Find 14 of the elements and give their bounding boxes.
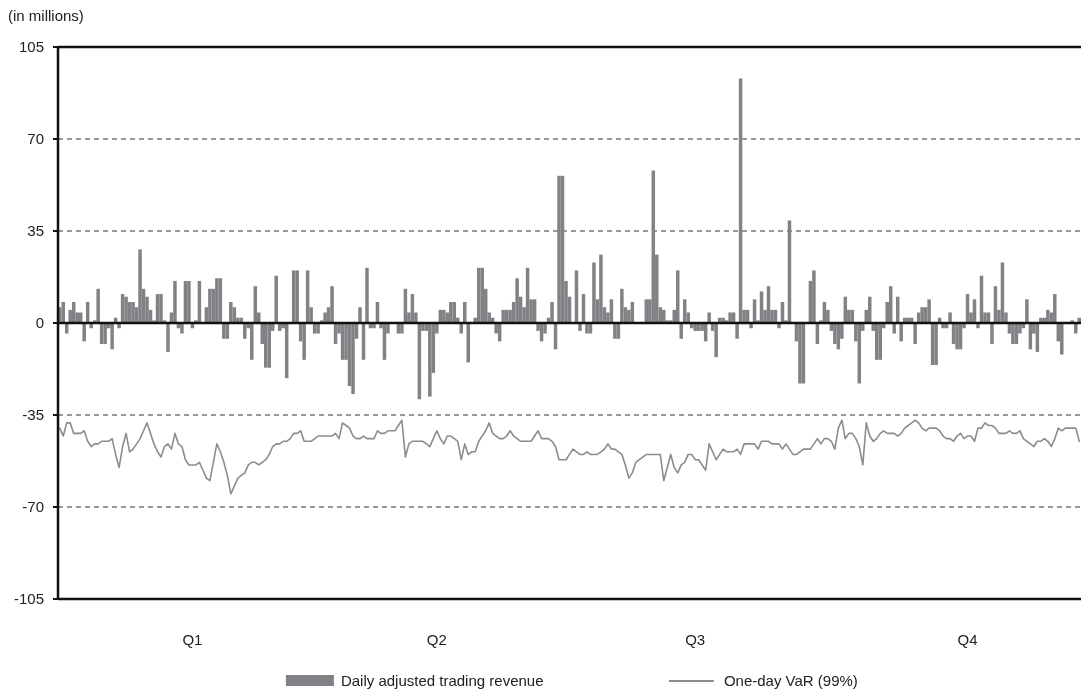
- legend-label: One-day VaR (99%): [723, 672, 858, 690]
- y-tick-label: 35: [27, 222, 44, 240]
- y-tick-label: -70: [22, 498, 44, 516]
- y-tick-label: 105: [18, 38, 44, 56]
- y-axis-title: (in millions): [8, 7, 84, 24]
- x-tick-label: Q1: [182, 631, 203, 648]
- y-tick-label: 70: [27, 130, 44, 148]
- x-tick-label: Q2: [426, 631, 447, 648]
- y-tick-label: -105: [13, 590, 44, 608]
- y-tick-label: -35: [22, 406, 44, 424]
- y-tick-label: 0: [35, 314, 44, 332]
- x-tick-label: Q3: [685, 631, 706, 648]
- legend-label: Daily adjusted trading revenue: [340, 672, 544, 690]
- x-tick-label: Q4: [957, 631, 978, 648]
